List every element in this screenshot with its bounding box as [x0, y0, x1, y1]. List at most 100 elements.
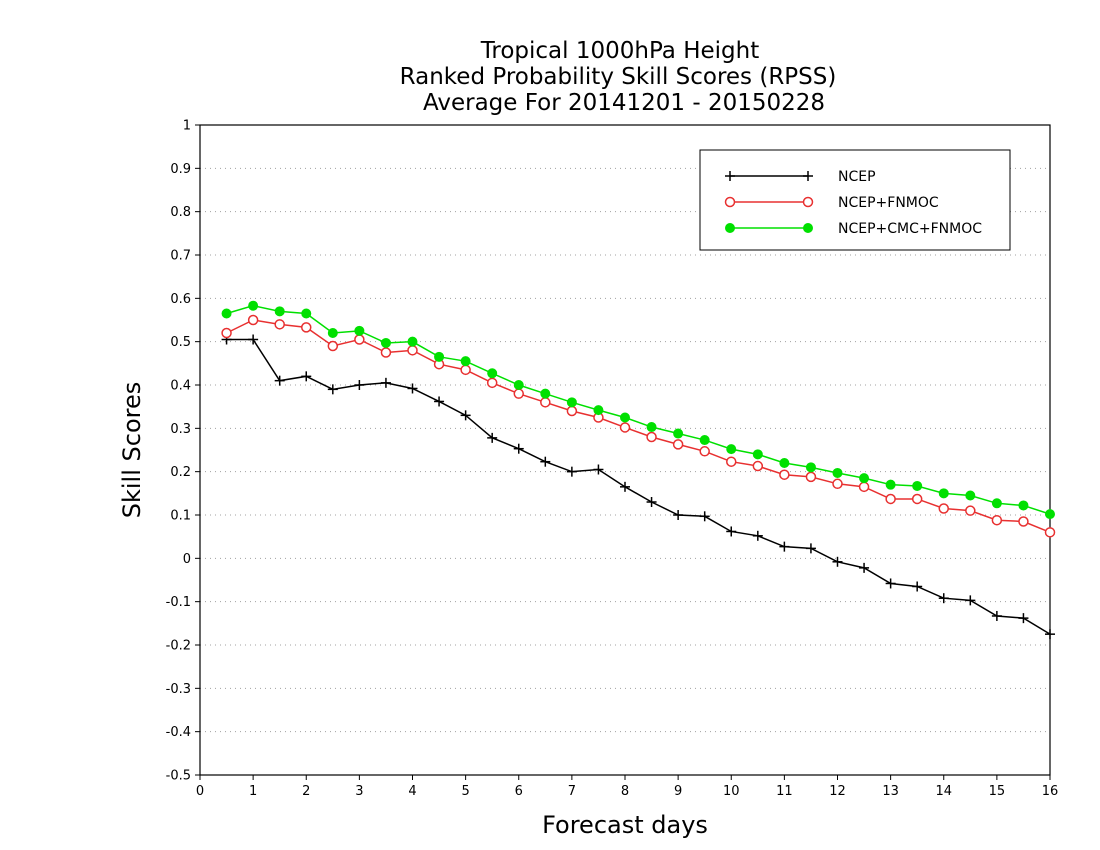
data-point-ncep-cmc-fnmoc	[620, 412, 630, 423]
legend-label: NCEP+CMC+FNMOC	[838, 221, 982, 237]
legend-item-ncep-cmc-fnmoc: NCEP+CMC+FNMOC	[725, 221, 982, 237]
x-tick-label: 3	[355, 784, 363, 799]
y-tick-label: 0.7	[170, 249, 191, 264]
data-point-ncep	[620, 481, 630, 492]
data-point-ncep-fnmoc	[885, 493, 896, 505]
axis-ticks: -0.5 -0.4 -0.3 -0.2 -0.1 0 0.1 0.2 0.3 0.4 0.5 0.6 0…	[166, 119, 1059, 800]
data-point-ncep-fnmoc	[726, 456, 737, 467]
data-point-ncep	[593, 464, 604, 475]
data-point-ncep	[513, 443, 524, 454]
legend-marker	[803, 171, 813, 181]
data-point-ncep-fnmoc	[221, 327, 232, 339]
y-tick-label: 0.1	[170, 509, 191, 524]
data-point-ncep-cmc-fnmoc	[885, 479, 896, 490]
y-tick-label: -0.5	[166, 769, 191, 784]
data-point-ncep-fnmoc	[486, 377, 498, 389]
x-tick-label: 7	[568, 784, 576, 799]
data-point-ncep-cmc-fnmoc	[434, 351, 445, 362]
data-point-ncep	[354, 380, 365, 390]
data-point-ncep	[726, 526, 737, 537]
legend-box	[699, 149, 1011, 251]
data-point-ncep-fnmoc	[965, 505, 976, 516]
data-point-ncep-cmc-fnmoc	[540, 388, 551, 399]
series-ncep	[221, 334, 1055, 640]
data-point-ncep-fnmoc	[540, 397, 551, 408]
legend-label: NCEP	[838, 169, 876, 185]
y-axis-title: Skill Scores	[118, 382, 146, 519]
data-point-ncep-fnmoc	[938, 503, 949, 514]
data-point-ncep	[673, 510, 684, 520]
data-point-ncep	[938, 593, 949, 604]
data-point-ncep-fnmoc	[354, 334, 365, 345]
y-tick-label: 0.3	[170, 422, 191, 437]
y-tick-label: 0	[183, 552, 191, 567]
y-tick-label: 1	[183, 119, 191, 134]
legend-marker	[802, 196, 814, 208]
data-point-ncep-fnmoc	[380, 347, 392, 358]
data-point-ncep-cmc-fnmoc	[832, 467, 843, 478]
chart-title-line-2: Ranked Probability Skill Scores (RPSS)	[400, 64, 837, 90]
data-point-ncep	[434, 396, 445, 407]
data-point-ncep-fnmoc	[699, 446, 710, 457]
data-point-ncep-fnmoc	[566, 405, 578, 417]
y-tick-label: 0.4	[170, 379, 191, 394]
x-tick-label: 15	[989, 784, 1006, 799]
data-point-ncep-cmc-fnmoc	[912, 480, 923, 491]
legend-marker	[724, 196, 736, 208]
data-point-ncep	[327, 384, 338, 395]
legend-item-ncep: NCEP	[725, 169, 876, 185]
x-tick-label: 8	[621, 784, 629, 799]
data-point-ncep-fnmoc	[805, 471, 817, 483]
legend-marker	[803, 223, 813, 233]
data-point-ncep-fnmoc	[832, 478, 843, 490]
data-point-ncep-cmc-fnmoc	[1018, 500, 1029, 511]
legend-label: NCEP+FNMOC	[838, 195, 939, 211]
x-tick-label: 5	[461, 784, 469, 799]
data-point-ncep	[752, 530, 763, 541]
x-axis-title: Forecast days	[542, 811, 708, 839]
data-point-ncep-cmc-fnmoc	[699, 435, 710, 446]
data-point-ncep	[274, 375, 285, 386]
data-point-ncep	[460, 410, 471, 421]
data-point-ncep	[380, 377, 391, 388]
data-point-ncep-cmc-fnmoc	[593, 405, 604, 416]
legend-item-ncep-fnmoc: NCEP+FNMOC	[724, 195, 939, 211]
series-line-ncep-cmc-fnmoc	[226, 304, 1051, 515]
data-point-ncep-fnmoc	[1018, 516, 1029, 527]
data-point-ncep	[805, 543, 816, 554]
x-tick-label: 14	[935, 784, 952, 799]
data-point-ncep-fnmoc	[911, 493, 923, 505]
data-point-ncep	[407, 383, 418, 394]
data-point-ncep-cmc-fnmoc	[274, 306, 285, 317]
data-point-ncep-cmc-fnmoc	[407, 336, 418, 347]
data-point-ncep-fnmoc	[1044, 527, 1056, 538]
data-point-ncep-cmc-fnmoc	[248, 300, 259, 311]
data-point-ncep	[832, 556, 843, 567]
data-point-ncep-fnmoc	[646, 431, 657, 443]
data-point-ncep-fnmoc	[327, 340, 339, 352]
data-point-ncep-cmc-fnmoc	[487, 368, 498, 379]
data-point-ncep-cmc-fnmoc	[991, 498, 1002, 509]
x-tick-label: 12	[829, 784, 846, 799]
data-point-ncep-cmc-fnmoc	[380, 337, 391, 348]
x-tick-label: 11	[776, 784, 793, 799]
data-point-ncep-cmc-fnmoc	[301, 308, 312, 319]
y-tick-label: 0.8	[170, 205, 191, 220]
data-point-ncep-fnmoc	[407, 345, 418, 356]
series-ncep-cmc-fnmoc	[221, 300, 1055, 520]
y-tick-label: 0.2	[170, 465, 191, 480]
data-point-ncep	[779, 541, 790, 552]
data-point-ncep-cmc-fnmoc	[1045, 509, 1055, 520]
data-point-ncep-fnmoc	[672, 439, 684, 450]
gridlines	[200, 167, 1050, 733]
data-point-ncep-cmc-fnmoc	[673, 428, 684, 439]
data-point-ncep-fnmoc	[274, 319, 285, 330]
data-point-ncep-cmc-fnmoc	[460, 356, 471, 367]
data-point-ncep	[912, 581, 923, 592]
legend-marker	[725, 223, 735, 233]
series-line-ncep	[226, 338, 1051, 635]
data-point-ncep	[699, 511, 710, 522]
y-tick-label: 0.9	[170, 162, 191, 177]
data-point-ncep	[1045, 629, 1055, 640]
